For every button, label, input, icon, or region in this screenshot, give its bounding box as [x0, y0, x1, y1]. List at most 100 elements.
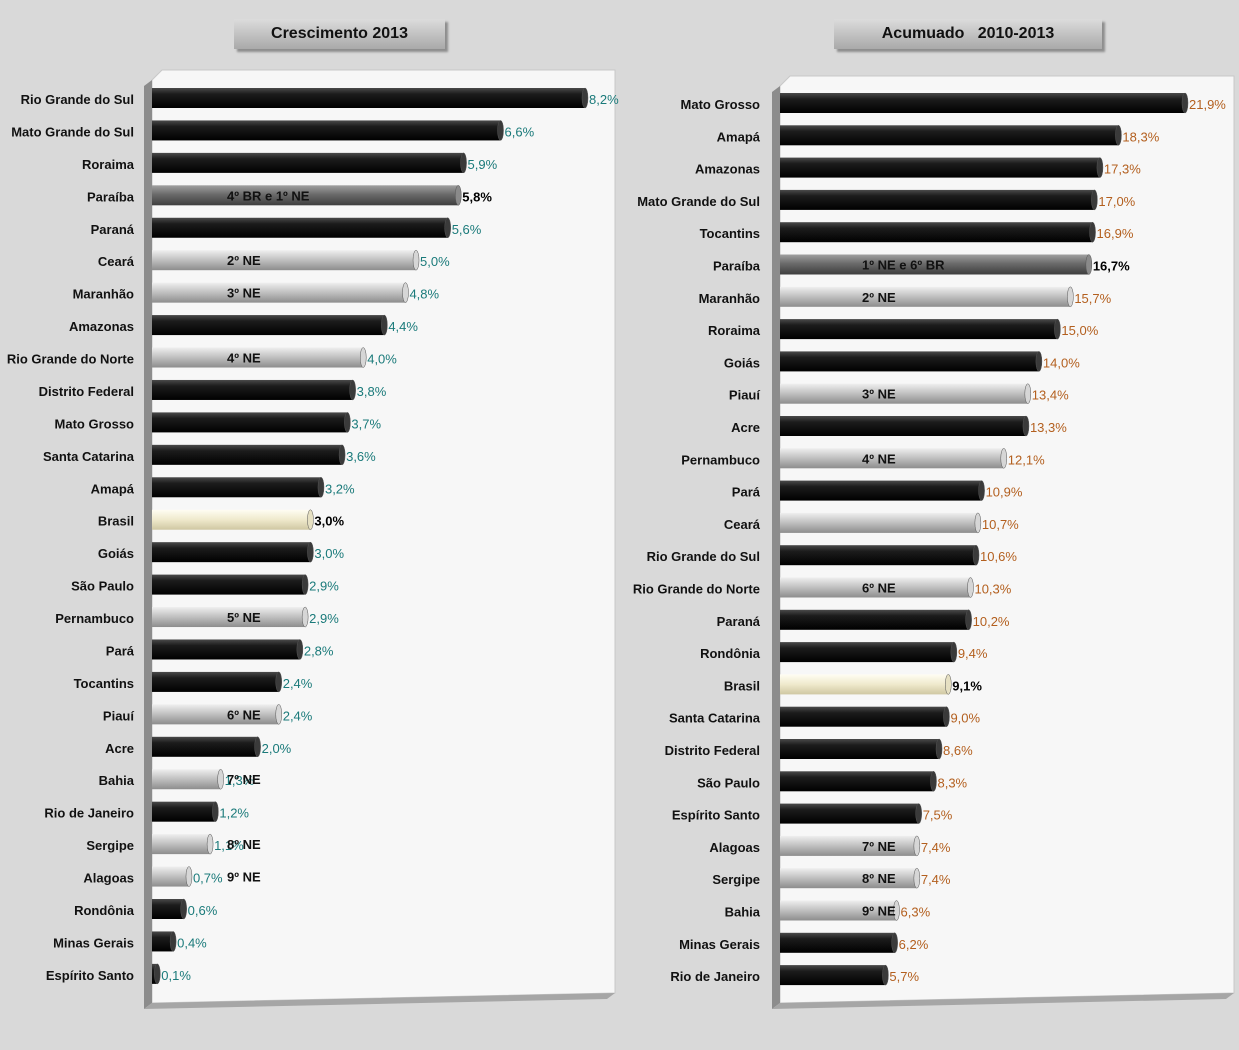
bar-body [780, 932, 895, 953]
value-label: 2,9% [309, 579, 339, 594]
bar-body [780, 157, 1100, 178]
bar-cap [254, 736, 261, 758]
value-label: 10,2% [973, 614, 1010, 629]
bar-cap [1181, 92, 1189, 114]
bar-18 [780, 674, 952, 695]
bar-cap [1022, 415, 1030, 437]
bar-body [152, 347, 364, 368]
value-label: 5,8% [462, 189, 492, 204]
category-label: Rondônia [700, 646, 761, 661]
bar-body [152, 379, 353, 400]
bar-cap [935, 738, 943, 760]
value-label: 2,4% [283, 676, 313, 691]
bar-cap [444, 217, 451, 239]
category-label: Paraná [91, 222, 135, 237]
category-label: Pernambuco [681, 452, 760, 467]
bar-21 [152, 768, 224, 790]
bar-cap [338, 444, 346, 466]
value-label: 6,2% [899, 937, 929, 952]
value-label: 0,7% [193, 871, 223, 886]
category-label: Santa Catarina [669, 711, 761, 726]
bar-26 [780, 932, 898, 954]
value-label: 16,9% [1097, 226, 1134, 241]
bar-cap [359, 347, 367, 368]
category-label: Amazonas [695, 162, 760, 177]
bar-body [152, 866, 189, 887]
value-label: 7,5% [923, 808, 953, 823]
bar-body [152, 801, 216, 822]
bar-11 [152, 444, 346, 466]
value-label: 15,0% [1061, 323, 1098, 338]
value-label: 13,3% [1030, 420, 1067, 435]
value-label: 5,0% [420, 254, 450, 269]
bar-body [780, 512, 978, 533]
bar-body [152, 88, 585, 108]
bar-22 [780, 803, 922, 824]
bar-cap [275, 704, 282, 725]
bar-cap [455, 185, 462, 206]
value-label: 18,3% [1122, 129, 1159, 144]
bar-body [152, 671, 279, 692]
bar-11 [780, 448, 1008, 469]
bar-23 [780, 835, 921, 857]
value-label: 4,0% [367, 352, 397, 367]
bar-cap [344, 412, 351, 433]
category-label: Sergipe [86, 838, 134, 853]
bar-body [152, 639, 300, 660]
category-label: Roraima [82, 157, 135, 172]
bar-body [780, 351, 1039, 372]
bar-cap [217, 768, 224, 790]
bar-14 [152, 541, 314, 563]
category-label: Acre [105, 741, 134, 756]
bar-body [152, 315, 385, 336]
category-label: Pará [106, 643, 135, 658]
plot-area [151, 69, 616, 1004]
rank-annotation: 6º NE [862, 581, 896, 596]
value-label: 3,0% [314, 514, 344, 529]
value-label: 5,9% [468, 157, 498, 172]
chart-floor [772, 993, 1234, 1009]
bar-body [780, 609, 969, 630]
value-label: 10,3% [974, 582, 1011, 597]
value-label: 0,6% [188, 903, 218, 918]
bar-cap [1024, 383, 1032, 404]
value-label: 8,6% [943, 743, 973, 758]
value-label: 21,9% [1189, 97, 1226, 112]
bar-cap [185, 866, 193, 887]
bar-25 [780, 900, 900, 921]
bar-3 [780, 189, 1098, 211]
category-label: Goiás [724, 355, 760, 370]
rank-annotation: 7º NE [227, 772, 261, 787]
bar-body [780, 254, 1089, 275]
bar-cap [893, 900, 900, 921]
bar-cap [967, 577, 974, 598]
bar-body [152, 542, 311, 563]
bar-body [780, 674, 949, 695]
bar-body [780, 319, 1058, 340]
category-label: Paraíba [713, 259, 761, 274]
bar-3 [152, 185, 462, 206]
value-label: 2,0% [262, 741, 292, 756]
bar-body [780, 577, 971, 598]
category-label: Amapá [91, 481, 135, 496]
bar-body [780, 868, 917, 889]
bar-15 [780, 577, 974, 598]
bar-cap [913, 835, 921, 857]
category-label: Brasil [724, 678, 760, 693]
bar-cap [307, 541, 314, 563]
bar-cap [1115, 125, 1122, 146]
bar-0 [152, 87, 589, 109]
bar-body [780, 286, 1071, 307]
bar-body [780, 803, 919, 824]
value-label: 2,4% [283, 708, 313, 723]
bar-body [152, 736, 258, 757]
value-label: 10,7% [982, 517, 1019, 532]
bar-cap [930, 771, 937, 792]
category-label: Paraíba [87, 189, 135, 204]
bar-cap [1054, 318, 1061, 340]
bar-cap [301, 574, 309, 595]
bar-7 [780, 318, 1061, 340]
left-bar-chart: Rio Grande do Sul 8,2% Mato Grande do Sul 6… [7, 69, 619, 1009]
category-label: Rio Grande do Sul [21, 92, 134, 107]
bar-12 [152, 477, 325, 498]
